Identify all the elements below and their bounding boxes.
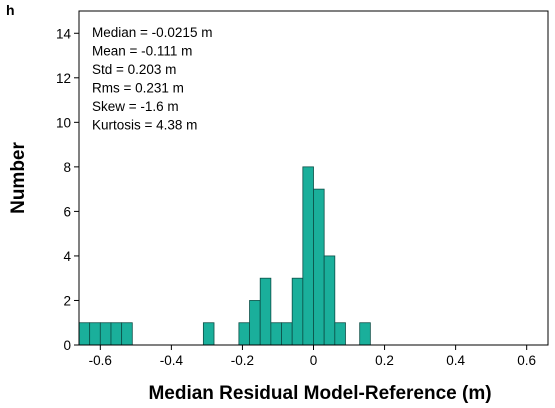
y-tick-label: 14: [56, 26, 72, 41]
histogram-bar: [302, 166, 314, 346]
stats-line: Median = -0.0215 m: [92, 25, 212, 40]
histogram-bars: [78, 166, 371, 346]
stats-line: Kurtosis = 4.38 m: [92, 118, 197, 133]
histogram-bar: [323, 255, 336, 346]
stats-line: Mean = -0.111 m: [92, 44, 192, 59]
histogram-bar: [334, 322, 346, 346]
stats-line: Rms = 0.231 m: [92, 81, 184, 96]
y-tick-label: 6: [63, 204, 71, 219]
x-axis-label: Median Residual Model-Reference (m): [148, 383, 491, 404]
x-tick-label: 0.6: [517, 353, 536, 368]
histogram-bar: [291, 277, 304, 346]
histogram-bar: [99, 322, 112, 346]
histogram-bar: [238, 322, 250, 346]
histogram-bar: [78, 322, 91, 346]
y-tick-label: 8: [63, 160, 71, 175]
y-tick-label: 0: [63, 338, 71, 353]
histogram-bar: [202, 322, 215, 346]
panel-letter: h: [6, 2, 15, 18]
y-tick-label: 4: [63, 249, 71, 264]
histogram-bar: [259, 277, 272, 346]
x-tick-label: 0.2: [375, 353, 394, 368]
histogram-bar: [281, 322, 293, 346]
y-tick-label: 10: [56, 115, 71, 130]
x-tick-label: 0.4: [446, 353, 465, 368]
histogram-bar: [313, 188, 325, 346]
histogram-bar: [121, 322, 133, 346]
y-axis-label: Number: [8, 142, 29, 214]
x-tick-label: -0.2: [231, 353, 254, 368]
y-tick-label: 12: [56, 71, 71, 86]
stats-box: Median = -0.0215 m Mean = -0.111 m Std = 0…: [92, 25, 212, 133]
stats-line: Std = 0.203 m: [92, 62, 176, 77]
histogram-bar: [359, 322, 371, 346]
stats-line: Skew = -1.6 m: [92, 99, 179, 114]
y-axis-ticks: 0 2 4 6 8 10 12 14: [56, 26, 79, 353]
histogram-bar: [89, 322, 101, 346]
y-tick-label: 2: [63, 293, 71, 308]
histogram-bar: [249, 300, 261, 346]
histogram-bar: [270, 322, 282, 346]
x-tick-label: -0.4: [160, 353, 184, 368]
histogram-bar: [110, 322, 123, 346]
x-axis-ticks: -0.6 -0.4 -0.2 0 0.2 0.4 0.6: [89, 345, 536, 368]
x-tick-label: 0: [310, 353, 318, 368]
x-tick-label: -0.6: [89, 353, 112, 368]
